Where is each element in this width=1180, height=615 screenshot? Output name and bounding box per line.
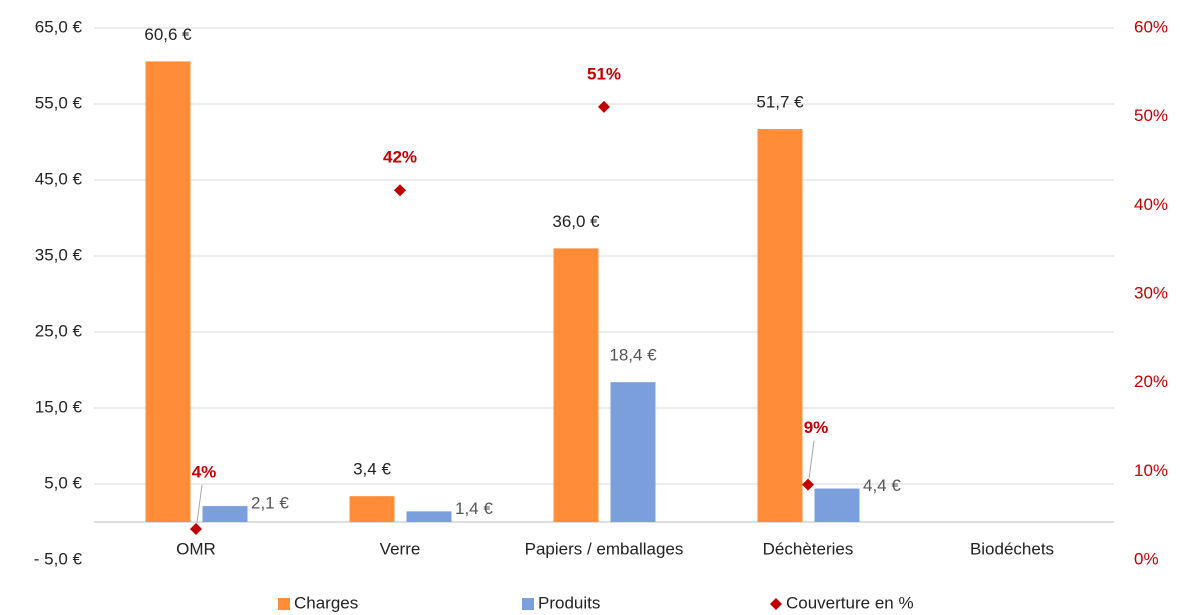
y-tick-label: 35,0 € [35, 245, 83, 264]
bar [202, 506, 248, 522]
legend-label: Couverture en % [786, 593, 914, 612]
data-label: 1,4 € [455, 499, 493, 518]
y-tick-label: 15,0 € [35, 397, 83, 416]
x-tick-label: Papiers / emballages [525, 539, 684, 558]
marker [394, 184, 406, 197]
data-label: 4,4 € [863, 476, 901, 495]
leader-line [808, 440, 815, 479]
data-label: 3,4 € [353, 460, 391, 479]
bar [553, 248, 599, 522]
bar [757, 129, 803, 522]
legend-label: Charges [294, 593, 358, 612]
legend-label: Produits [538, 593, 600, 612]
legend-marker [522, 598, 534, 610]
y2-tick-label: 10% [1134, 461, 1168, 480]
marker [190, 522, 202, 535]
data-label: 4% [192, 462, 217, 481]
bar [145, 61, 191, 522]
legend-marker [278, 598, 290, 610]
y2-tick-label: 30% [1134, 283, 1168, 302]
y-tick-label: - 5,0 € [34, 549, 83, 568]
legend-marker [770, 598, 782, 610]
y2-tick-label: 0% [1134, 549, 1159, 568]
y-tick-label: 55,0 € [35, 93, 83, 112]
data-label: 2,1 € [251, 494, 289, 513]
data-label: 51,7 € [756, 93, 804, 112]
bar [814, 488, 860, 522]
bar [349, 496, 395, 522]
y2-tick-label: 60% [1134, 17, 1168, 36]
x-tick-label: OMR [176, 539, 216, 558]
marker [802, 478, 814, 491]
bar [610, 382, 656, 522]
data-label: 51% [587, 64, 621, 83]
bar [406, 511, 452, 522]
data-label: 36,0 € [552, 212, 600, 231]
x-tick-label: Déchèteries [763, 539, 854, 558]
y-tick-label: 5,0 € [44, 473, 82, 492]
marker [598, 100, 610, 113]
x-tick-label: Biodéchets [970, 539, 1054, 558]
leader-line [196, 484, 203, 524]
data-label: 9% [804, 418, 829, 437]
data-label: 42% [383, 148, 417, 167]
y-tick-label: 45,0 € [35, 169, 83, 188]
data-label: 60,6 € [144, 25, 192, 44]
y2-tick-label: 40% [1134, 195, 1168, 214]
y-tick-label: 65,0 € [35, 17, 83, 36]
y2-tick-label: 50% [1134, 106, 1168, 125]
data-label: 18,4 € [609, 346, 657, 365]
y2-tick-label: 20% [1134, 372, 1168, 391]
x-tick-label: Verre [380, 539, 421, 558]
y-tick-label: 25,0 € [35, 321, 83, 340]
